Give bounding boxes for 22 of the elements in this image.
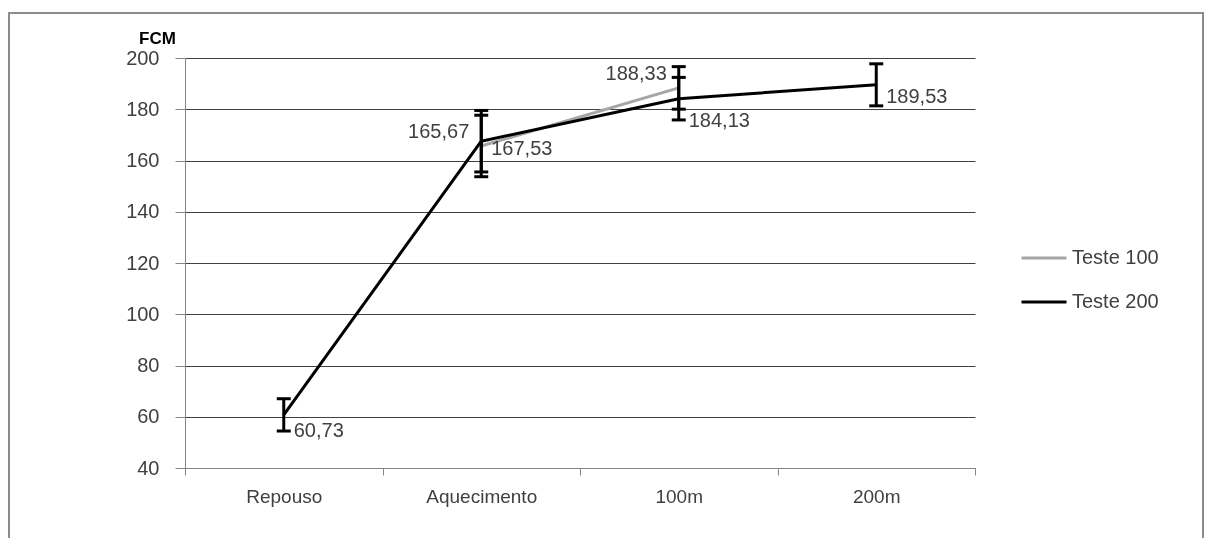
data-label: 188,33: [605, 61, 667, 84]
y-tick-label: 60: [137, 405, 160, 428]
y-tick-label: 40: [137, 456, 160, 479]
y-tick-label: 80: [137, 354, 160, 376]
y-tick-label: 140: [126, 200, 160, 223]
legend-label: Teste 100: [1072, 246, 1159, 268]
data-label: 60,73: [293, 418, 344, 441]
y-tick-label: 160: [126, 149, 160, 171]
x-tick-label: 100m: [655, 485, 704, 507]
x-tick-label: 200m: [852, 485, 901, 507]
data-label: 189,53: [886, 84, 948, 107]
y-tick-label: 120: [126, 251, 160, 274]
data-label: 167,53: [491, 137, 553, 160]
y-tick-label: 200: [126, 46, 160, 69]
data-label: 165,67: [408, 119, 470, 142]
y-tick-label: 100: [126, 302, 160, 325]
data-label: 184,13: [688, 108, 750, 131]
legend-label: Teste 200: [1072, 290, 1159, 312]
y-tick-label: 180: [126, 97, 160, 120]
x-tick-label: Aquecimento: [426, 485, 538, 507]
y-axis-title: FCM: [139, 28, 176, 48]
x-tick-label: Repouso: [246, 485, 323, 507]
